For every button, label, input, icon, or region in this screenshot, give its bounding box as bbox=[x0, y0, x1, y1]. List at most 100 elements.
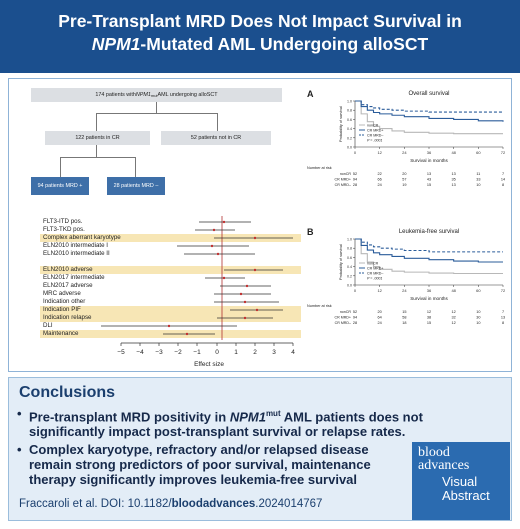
forest-bars bbox=[101, 221, 293, 335]
x-tick-label: 48 bbox=[451, 288, 456, 293]
flow-connector bbox=[96, 145, 97, 157]
at-risk-value: 7 bbox=[502, 310, 504, 314]
forest-label: Indication PIF bbox=[43, 306, 81, 313]
highlight-band bbox=[40, 266, 301, 274]
y-tick-label: 0.8 bbox=[347, 109, 352, 113]
flow-connector bbox=[96, 113, 97, 131]
legend-label: CR MRD+ bbox=[367, 266, 383, 270]
y-tick-label: 1.0 bbox=[347, 100, 352, 104]
effect-point bbox=[253, 236, 257, 240]
legend-label: nonCR bbox=[367, 261, 379, 265]
at-risk-value: 32 bbox=[452, 316, 456, 320]
at-risk-value: 35 bbox=[452, 178, 456, 182]
citation-post: .2024014767 bbox=[255, 498, 323, 510]
x-tick-label: −5 bbox=[117, 349, 125, 356]
forest-label: Indication relapse bbox=[43, 314, 92, 321]
y-tick-label: 0.0 bbox=[347, 284, 352, 288]
flow-total-pre: 174 patients with bbox=[95, 92, 136, 98]
x-tick-label: 48 bbox=[451, 150, 456, 155]
bullet-line: therapy significantly improves leukemia-… bbox=[29, 472, 358, 487]
effect-point bbox=[239, 292, 243, 296]
x-tick-label: 36 bbox=[427, 150, 432, 155]
at-risk-value: 24 bbox=[378, 321, 382, 325]
x-tick-label: 2 bbox=[253, 349, 257, 356]
panel-letter: B bbox=[307, 227, 314, 237]
flow-total-gene: NPM1 bbox=[135, 92, 151, 98]
at-risk-value: 13 bbox=[452, 183, 456, 187]
at-risk-value: 12 bbox=[427, 310, 431, 314]
bullet-line: remain strong predictors of poor surviva… bbox=[29, 457, 371, 472]
at-risk-value: 10 bbox=[476, 310, 480, 314]
effect-point bbox=[185, 332, 189, 336]
y-tick-label: 0.0 bbox=[347, 146, 352, 150]
legend-label: CR MRD– bbox=[367, 133, 383, 137]
bullet-1-post: AML patients does not bbox=[280, 409, 423, 425]
x-tick-label: 0 bbox=[354, 150, 357, 155]
at-risk-value: 15 bbox=[427, 321, 431, 325]
flow-box-not-cr: 52 patients not in CR bbox=[161, 131, 271, 145]
highlight-band bbox=[40, 234, 301, 242]
effect-point bbox=[245, 284, 249, 288]
bullet-text: Pre-transplant MRD positivity in NPM1mut… bbox=[29, 406, 423, 439]
x-tick-label: 12 bbox=[377, 150, 382, 155]
bullet-line: significantly impact post-transplant sur… bbox=[29, 424, 406, 440]
at-risk-value: 12 bbox=[452, 310, 456, 314]
bullet-line: Complex karyotype, refractory and/or rel… bbox=[29, 442, 369, 457]
x-tick-label: 72 bbox=[501, 288, 506, 293]
km-series-line bbox=[355, 238, 503, 253]
citation: Fraccaroli et al. DOI: 10.1182/bloodadva… bbox=[19, 498, 322, 510]
citation-journal: bloodadvances bbox=[171, 498, 256, 510]
effect-point bbox=[216, 252, 220, 256]
bullet-dot: • bbox=[17, 442, 22, 457]
logo-line-4: Abstract bbox=[442, 488, 490, 503]
km-series-line bbox=[355, 100, 504, 122]
at-risk-value: 13 bbox=[452, 172, 456, 176]
km-plots: A Overall survival 0.0 0.2 0.4 0.6 0.8 1.0 0 12 24… bbox=[307, 89, 506, 325]
at-risk-value: 94 bbox=[353, 316, 357, 320]
at-risk-value: 28 bbox=[353, 321, 357, 325]
forest-label: Maintenance bbox=[43, 330, 79, 337]
page-title: Pre-Transplant MRD Does Not Impact Survi… bbox=[0, 10, 520, 56]
x-axis-ticks bbox=[120, 343, 294, 346]
at-risk-value: 20 bbox=[378, 310, 382, 314]
highlight-band bbox=[40, 306, 301, 314]
legend-label: CR MRD– bbox=[367, 271, 383, 275]
at-risk-title: Number at risk bbox=[307, 166, 332, 170]
legend-label: nonCR bbox=[367, 123, 379, 127]
title-line-2: NPM1-Mutated AML Undergoing alloSCT bbox=[0, 33, 520, 56]
forest-label: ELN2017 intermediate bbox=[43, 274, 105, 281]
x-tick-label: 3 bbox=[272, 349, 276, 356]
x-tick-label: −3 bbox=[155, 349, 163, 356]
effect-point bbox=[167, 324, 171, 328]
bullet-1-gene: NPM1 bbox=[229, 409, 266, 425]
effect-point bbox=[253, 268, 257, 272]
forest-label: ELN2017 adverse bbox=[43, 282, 93, 289]
effect-point bbox=[222, 220, 226, 224]
km-series-line bbox=[355, 238, 503, 263]
legend-label: CR MRD+ bbox=[367, 128, 383, 132]
at-risk-value: 28 bbox=[353, 183, 357, 187]
forest-label: ELN2010 intermediate II bbox=[43, 250, 110, 257]
km-series-line bbox=[355, 100, 503, 135]
x-tick-label: 0 bbox=[215, 349, 219, 356]
y-tick-label: 0.2 bbox=[347, 136, 352, 140]
flow-connector bbox=[96, 113, 217, 114]
at-risk-value: 18 bbox=[402, 321, 406, 325]
forest-label: MRC adverse bbox=[43, 290, 81, 297]
logo-line-3: Visual bbox=[442, 474, 478, 489]
at-risk-value: 13 bbox=[427, 172, 431, 176]
y-axis-label: Probability of survival bbox=[339, 106, 343, 142]
at-risk-value: 8 bbox=[502, 183, 504, 187]
y-tick-label: 0.6 bbox=[347, 256, 352, 260]
x-tick-label: 36 bbox=[427, 288, 432, 293]
title-line-2-rest: -Mutated AML Undergoing alloSCT bbox=[140, 34, 429, 54]
x-tick-label: 24 bbox=[402, 150, 407, 155]
flow-box-mrd-pos: 94 patients MRD + bbox=[31, 177, 89, 195]
x-tick-label: 1 bbox=[234, 349, 238, 356]
x-tick-labels: −5 −4 −3 −2 −1 0 1 2 3 4 bbox=[117, 349, 295, 356]
y-tick-label: 0.8 bbox=[347, 247, 352, 251]
at-risk-value: 22 bbox=[378, 172, 382, 176]
flow-box-cr: 122 patients in CR bbox=[45, 131, 150, 145]
effect-point bbox=[243, 300, 247, 304]
at-risk-value: 11 bbox=[476, 172, 480, 176]
